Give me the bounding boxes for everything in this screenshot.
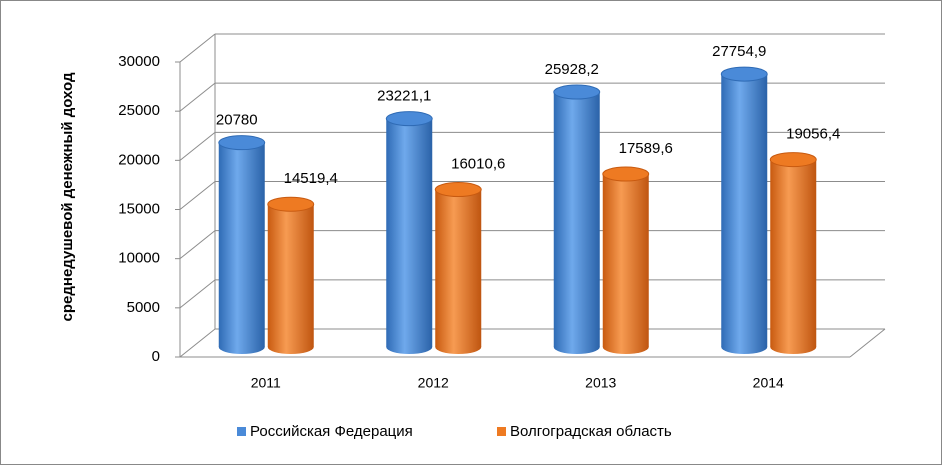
y-tick-label: 25000: [118, 102, 160, 119]
legend-swatch: [497, 427, 506, 436]
bar-top: [385, 111, 433, 127]
bar: [435, 189, 482, 347]
bar: [721, 74, 768, 348]
grid-line: [179, 230, 216, 260]
value-label: 19056,4: [786, 126, 840, 143]
x-tick-label: 2014: [753, 375, 784, 391]
grid-line: [179, 181, 216, 210]
y-tick-label: 0: [152, 348, 160, 365]
value-label: 25928,2: [545, 61, 599, 78]
bar-top: [267, 196, 315, 212]
value-label: 23221,1: [377, 88, 431, 105]
bar: [602, 174, 649, 347]
grid-line: [179, 33, 216, 63]
grid-line: [179, 279, 216, 309]
y-axis-label: среднедушевой денежный доход: [59, 72, 76, 321]
floor-edge: [849, 328, 886, 358]
grid-line: [179, 328, 216, 358]
bar-top: [434, 182, 482, 198]
bar: [218, 142, 265, 347]
grid-line: [179, 131, 216, 161]
value-label: 17589,6: [619, 140, 673, 157]
value-label: 27754,9: [712, 43, 766, 60]
legend-label: Волгоградская область: [510, 423, 672, 440]
bar-top: [553, 84, 601, 100]
value-label: 16010,6: [451, 156, 505, 173]
y-tick-label: 15000: [118, 200, 160, 217]
bar: [770, 159, 817, 347]
y-tick-label: 30000: [118, 53, 160, 70]
y-tick-label: 5000: [127, 299, 160, 316]
value-label: 14519,4: [284, 170, 338, 187]
bar: [553, 92, 600, 347]
x-tick-label: 2013: [585, 375, 616, 391]
legend-swatch: [237, 427, 246, 436]
x-tick-label: 2011: [251, 375, 281, 391]
grid-line: [179, 82, 216, 112]
value-label: 20780: [216, 112, 258, 129]
x-tick-label: 2012: [418, 375, 449, 391]
bar-top: [218, 135, 266, 151]
legend-label: Российская Федерация: [250, 423, 413, 440]
bar-top: [602, 166, 650, 182]
bar: [386, 118, 433, 347]
bar-top: [720, 66, 768, 82]
bar-top: [769, 152, 817, 168]
y-tick-label: 20000: [118, 151, 160, 168]
bar: [267, 204, 314, 347]
y-tick-label: 10000: [118, 250, 160, 267]
